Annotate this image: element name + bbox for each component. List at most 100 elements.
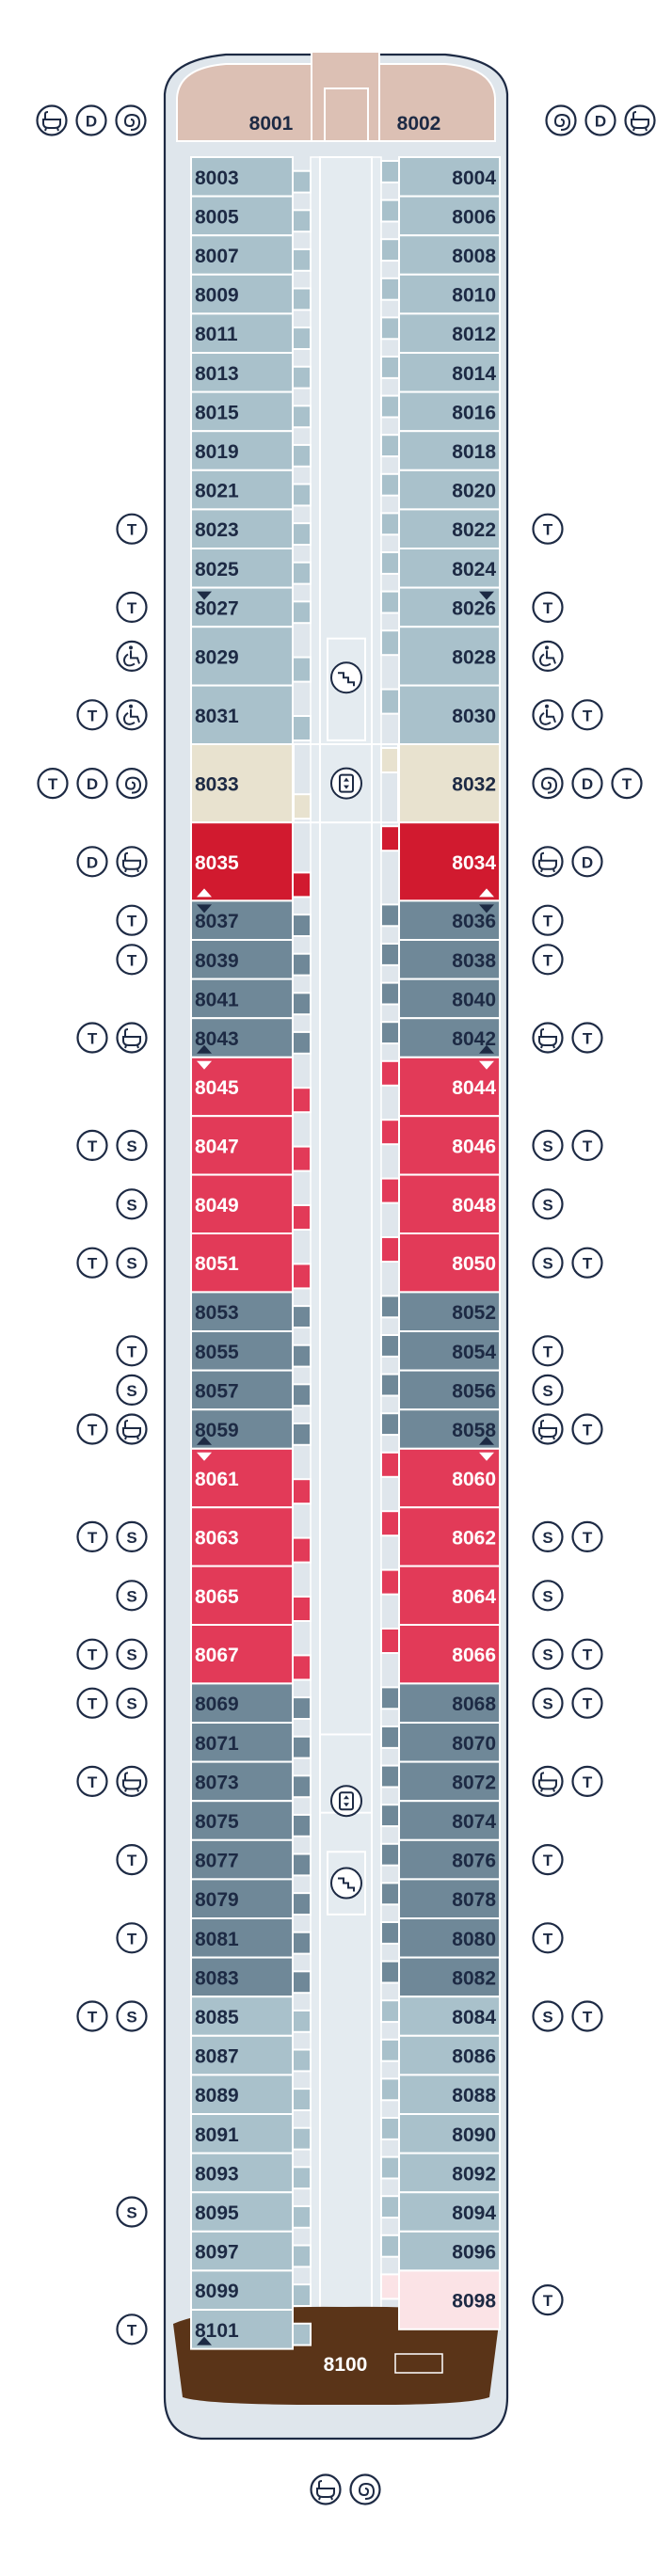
cabin-8035[interactable]: 8035 <box>190 821 312 902</box>
cabin-8018[interactable]: 8018 <box>380 430 501 471</box>
cabin-8009[interactable]: 8009 <box>190 273 312 315</box>
cabin-8072[interactable]: 8072 <box>380 1760 501 1803</box>
cabin-8093[interactable]: 8093 <box>190 2152 312 2194</box>
cabin-8088[interactable]: 8088 <box>380 2074 501 2115</box>
cabin-8061[interactable]: 8061 <box>190 1447 312 1509</box>
cabin-8014[interactable]: 8014 <box>380 352 501 393</box>
cabin-8063[interactable]: 8063 <box>190 1506 312 1567</box>
cabin-8096[interactable]: 8096 <box>380 2230 501 2272</box>
cabin-8026[interactable]: 8026 <box>380 586 501 628</box>
cabin-8089[interactable]: 8089 <box>190 2074 312 2115</box>
cabin-8058[interactable]: 8058 <box>380 1408 501 1450</box>
cabin-8092[interactable]: 8092 <box>380 2152 501 2194</box>
cabin-8048[interactable]: 8048 <box>380 1173 501 1234</box>
cabin-8060[interactable]: 8060 <box>380 1447 501 1509</box>
cabin-8050[interactable]: 8050 <box>380 1232 501 1294</box>
cabin-8010[interactable]: 8010 <box>380 273 501 315</box>
cabin-8097[interactable]: 8097 <box>190 2230 312 2272</box>
cabin-8019[interactable]: 8019 <box>190 430 312 471</box>
cabin-8054[interactable]: 8054 <box>380 1330 501 1372</box>
cabin-8047[interactable]: 8047 <box>190 1115 312 1176</box>
cabin-8030[interactable]: 8030 <box>380 684 501 745</box>
cabin-8008[interactable]: 8008 <box>380 234 501 276</box>
cabin-8029[interactable]: 8029 <box>190 626 312 687</box>
cabin-8049[interactable]: 8049 <box>190 1173 312 1234</box>
cabin-8084[interactable]: 8084 <box>380 1996 501 2037</box>
cabin-8056[interactable]: 8056 <box>380 1369 501 1411</box>
cabin-8064[interactable]: 8064 <box>380 1565 501 1626</box>
cabin-8031[interactable]: 8031 <box>190 684 312 745</box>
cabin-8044[interactable]: 8044 <box>380 1056 501 1118</box>
cabin-8013[interactable]: 8013 <box>190 352 312 393</box>
cabin-8011[interactable]: 8011 <box>190 312 312 354</box>
cabin-8052[interactable]: 8052 <box>380 1291 501 1333</box>
cabin-8021[interactable]: 8021 <box>190 469 312 511</box>
cabin-8059[interactable]: 8059 <box>190 1408 312 1450</box>
cabin-8081[interactable]: 8081 <box>190 1917 312 1959</box>
cabin-8094[interactable]: 8094 <box>380 2191 501 2233</box>
cabin-8069[interactable]: 8069 <box>190 1682 312 1725</box>
cabin-8034[interactable]: 8034 <box>380 821 501 902</box>
cabin-8055[interactable]: 8055 <box>190 1330 312 1372</box>
cabin-8053[interactable]: 8053 <box>190 1291 312 1333</box>
cabin-8045[interactable]: 8045 <box>190 1056 312 1118</box>
cabin-8022[interactable]: 8022 <box>380 508 501 550</box>
cabin-8040[interactable]: 8040 <box>380 978 501 1020</box>
cabin-8006[interactable]: 8006 <box>380 195 501 237</box>
cabin-8036[interactable]: 8036 <box>380 899 501 942</box>
cabin-8080[interactable]: 8080 <box>380 1917 501 1959</box>
cabin-8057[interactable]: 8057 <box>190 1369 312 1411</box>
cabin-8051[interactable]: 8051 <box>190 1232 312 1294</box>
cabin-8005[interactable]: 8005 <box>190 195 312 237</box>
cabin-8095[interactable]: 8095 <box>190 2191 312 2233</box>
cabin-8067[interactable]: 8067 <box>190 1624 312 1685</box>
cabin-8085[interactable]: 8085 <box>190 1996 312 2037</box>
cabin-8065[interactable]: 8065 <box>190 1565 312 1626</box>
cabin-8082[interactable]: 8082 <box>380 1956 501 1998</box>
cabin-8027[interactable]: 8027 <box>190 586 312 628</box>
cabin-8079[interactable]: 8079 <box>190 1878 312 1920</box>
cabin-8024[interactable]: 8024 <box>380 548 501 589</box>
cabin-8086[interactable]: 8086 <box>380 2034 501 2076</box>
cabin-8041[interactable]: 8041 <box>190 978 312 1020</box>
cabin-8032[interactable]: 8032 <box>380 743 501 824</box>
cabin-8099[interactable]: 8099 <box>190 2269 312 2311</box>
cabin-8098[interactable]: 8098 <box>380 2269 501 2330</box>
cabin-8025[interactable]: 8025 <box>190 548 312 589</box>
cabin-8071[interactable]: 8071 <box>190 1722 312 1763</box>
cabin-8007[interactable]: 8007 <box>190 234 312 276</box>
cabin-8074[interactable]: 8074 <box>380 1800 501 1841</box>
cabin-8070[interactable]: 8070 <box>380 1722 501 1763</box>
bow-suite-starboard[interactable] <box>344 63 496 142</box>
cabin-8091[interactable]: 8091 <box>190 2113 312 2155</box>
cabin-8038[interactable]: 8038 <box>380 939 501 980</box>
cabin-8101[interactable]: 8101 <box>190 2309 312 2350</box>
cabin-8076[interactable]: 8076 <box>380 1838 501 1881</box>
cabin-8004[interactable]: 8004 <box>380 156 501 198</box>
svg-text:T: T <box>583 1529 593 1547</box>
cabin-8078[interactable]: 8078 <box>380 1878 501 1920</box>
cabin-8077[interactable]: 8077 <box>190 1838 312 1881</box>
cabin-8042[interactable]: 8042 <box>380 1017 501 1058</box>
cabin-8043[interactable]: 8043 <box>190 1017 312 1058</box>
cabin-8090[interactable]: 8090 <box>380 2113 501 2155</box>
cabin-8087[interactable]: 8087 <box>190 2034 312 2076</box>
cabin-8023[interactable]: 8023 <box>190 508 312 550</box>
cabin-8033[interactable]: 8033 <box>190 743 312 824</box>
cabin-8039[interactable]: 8039 <box>190 939 312 980</box>
cabin-8083[interactable]: 8083 <box>190 1956 312 1998</box>
cabin-8068[interactable]: 8068 <box>380 1682 501 1725</box>
cabin-8037[interactable]: 8037 <box>190 899 312 942</box>
cabin-8016[interactable]: 8016 <box>380 390 501 433</box>
cabin-8066[interactable]: 8066 <box>380 1624 501 1685</box>
cabin-8073[interactable]: 8073 <box>190 1760 312 1803</box>
cabin-8062[interactable]: 8062 <box>380 1506 501 1567</box>
cabin-8028[interactable]: 8028 <box>380 626 501 687</box>
cabin-8015[interactable]: 8015 <box>190 390 312 433</box>
cabin-8020[interactable]: 8020 <box>380 469 501 511</box>
cabin-8012[interactable]: 8012 <box>380 312 501 354</box>
cabin-8046[interactable]: 8046 <box>380 1115 501 1176</box>
cabin-8075[interactable]: 8075 <box>190 1800 312 1841</box>
cabin-bathroom <box>380 2155 400 2180</box>
cabin-8003[interactable]: 8003 <box>190 156 312 198</box>
